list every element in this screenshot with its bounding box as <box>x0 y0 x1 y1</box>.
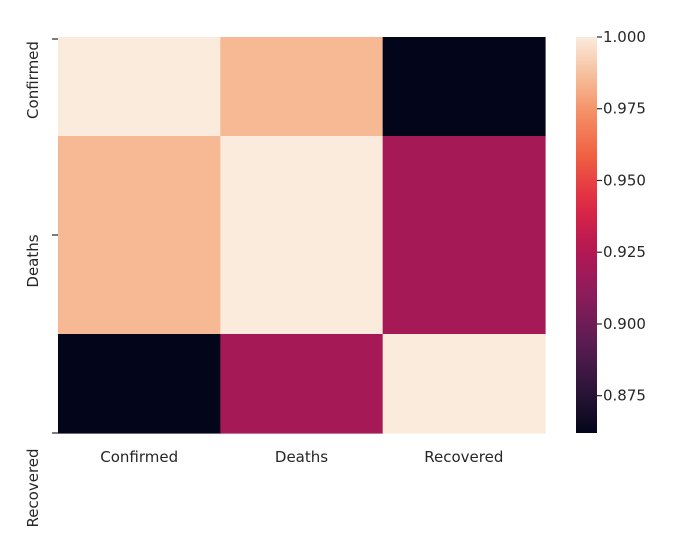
colorbar-tick-label-0: 0.875 <box>603 387 646 405</box>
heatmap-cell-confirmed-recovered <box>382 37 546 137</box>
x-tick-label-deaths: Deaths <box>275 448 328 466</box>
heatmap-cell-deaths-recovered <box>382 136 546 335</box>
y-tick-label-confirmed: Confirmed <box>24 41 42 119</box>
heatmap-cell-deaths-deaths <box>220 136 384 335</box>
heatmap-cell-recovered-recovered <box>382 334 546 434</box>
x-tick-label-confirmed: Confirmed <box>100 448 178 466</box>
colorbar-tick-label-3: 0.950 <box>603 171 646 189</box>
heatmap-cells <box>58 37 546 434</box>
colorbar: 0.875 0.900 0.925 0.950 0.975 1.000 <box>576 28 646 433</box>
y-tick-label-deaths: Deaths <box>24 234 42 287</box>
colorbar-tick-label-1: 0.900 <box>603 315 646 333</box>
heatmap-cell-recovered-deaths <box>220 334 384 434</box>
y-axis: Confirmed Deaths Recovered <box>24 38 58 528</box>
heatmap-cell-deaths-confirmed <box>58 136 221 335</box>
heatmap-cell-confirmed-deaths <box>220 37 384 137</box>
colorbar-tick-label-2: 0.925 <box>603 243 646 261</box>
y-tick-label-recovered: Recovered <box>24 448 42 527</box>
heatmap-cell-recovered-confirmed <box>58 334 221 434</box>
colorbar-tick-label-4: 0.975 <box>603 100 646 118</box>
colorbar-tick-label-5: 1.000 <box>603 28 646 46</box>
x-tick-label-recovered: Recovered <box>424 448 503 466</box>
x-axis: Confirmed Deaths Recovered <box>100 448 503 466</box>
heatmap-cell-confirmed-confirmed <box>58 37 221 137</box>
colorbar-gradient <box>576 37 597 433</box>
